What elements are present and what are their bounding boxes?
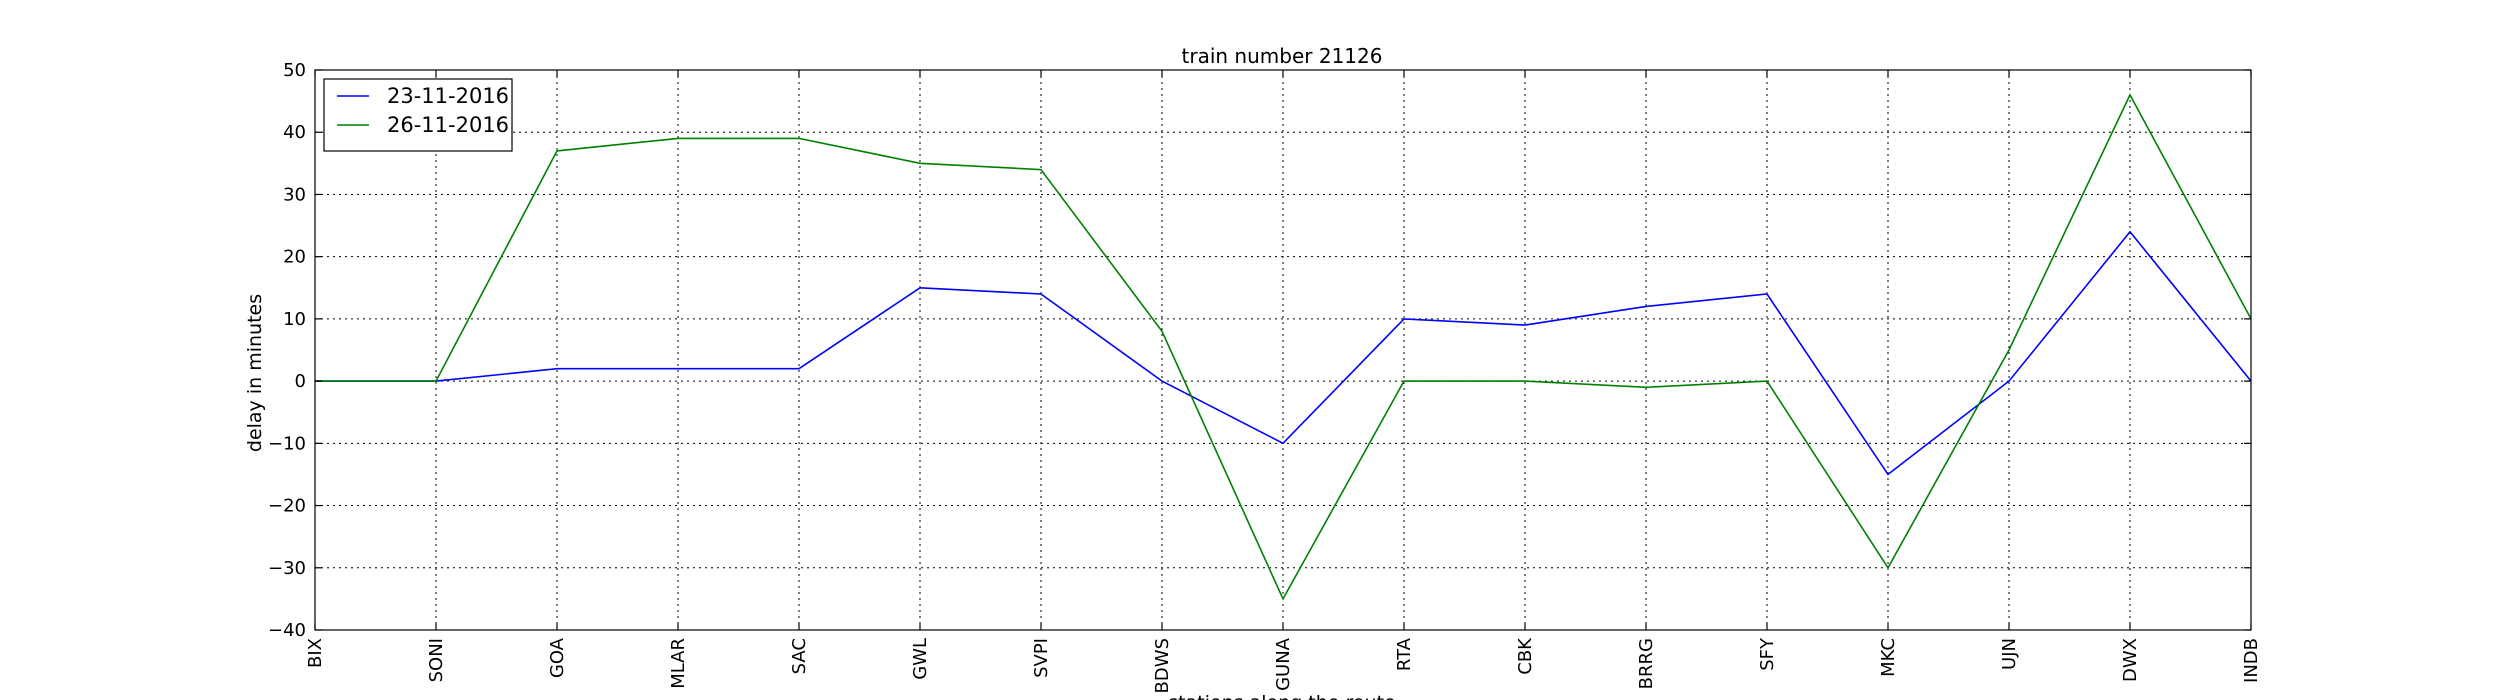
- y-tick-label: 30: [283, 184, 306, 205]
- y-tick-label: −30: [268, 558, 306, 579]
- x-tick-label-indb: INDB: [2241, 638, 2262, 683]
- x-tick-label-gwl: GWL: [910, 638, 931, 680]
- x-tick-label-rta: RTA: [1394, 637, 1415, 671]
- grid-lines: [315, 70, 2251, 630]
- x-tick-label-bix: BIX: [305, 638, 326, 668]
- legend-label: 26-11-2016: [387, 113, 509, 137]
- y-axis-title: delay in minutes: [244, 294, 266, 452]
- x-axis-title: stations along the route: [1168, 692, 1395, 700]
- y-tick-label: 50: [283, 60, 306, 81]
- legend: 23-11-2016 26-11-2016: [323, 78, 513, 152]
- x-tick-label-soni: SONI: [426, 638, 447, 682]
- x-tick-label-bdws: BDWS: [1152, 638, 1173, 693]
- x-tick-label-goa: GOA: [547, 637, 568, 678]
- x-tick-label-dwx: DWX: [2120, 638, 2141, 682]
- legend-box: [323, 78, 513, 152]
- y-tick-label: −40: [268, 620, 306, 641]
- y-tick-label: −10: [268, 433, 306, 454]
- x-tick-label-mlar: MLAR: [668, 638, 689, 689]
- x-tick-label-guna: GUNA: [1273, 637, 1294, 691]
- x-tick-label-brrg: BRRG: [1636, 638, 1657, 689]
- series-line-1: [315, 230, 2252, 476]
- x-tick-label-sfy: SFY: [1757, 637, 1778, 671]
- series-lines: [315, 93, 2252, 601]
- y-tick-label: 10: [283, 309, 306, 330]
- x-tick-label-mkc: MKC: [1878, 638, 1899, 677]
- x-tick-label-sac: SAC: [789, 638, 810, 674]
- legend-label: 23-11-2016: [387, 84, 509, 108]
- x-axis-ticks: BIX SONI GOA MLAR SAC GWL SVPI BDWS GUNA RTA CBK BR…: [305, 70, 2262, 693]
- x-tick-label-svpi: SVPI: [1031, 638, 1052, 678]
- x-tick-label-ujn: UJN: [1999, 638, 2020, 670]
- y-axis-ticks: −40 −30 −20 −10 0 10 20 30 40 50: [268, 60, 2251, 641]
- y-tick-label: −20: [268, 496, 306, 517]
- series-line-2: [315, 93, 2252, 601]
- chart-title: train number 21126: [1182, 44, 1383, 68]
- y-tick-label: 40: [283, 122, 306, 143]
- x-tick-label-cbk: CBK: [1515, 637, 1536, 675]
- y-tick-label: 20: [283, 247, 306, 268]
- y-tick-label: 0: [295, 371, 306, 392]
